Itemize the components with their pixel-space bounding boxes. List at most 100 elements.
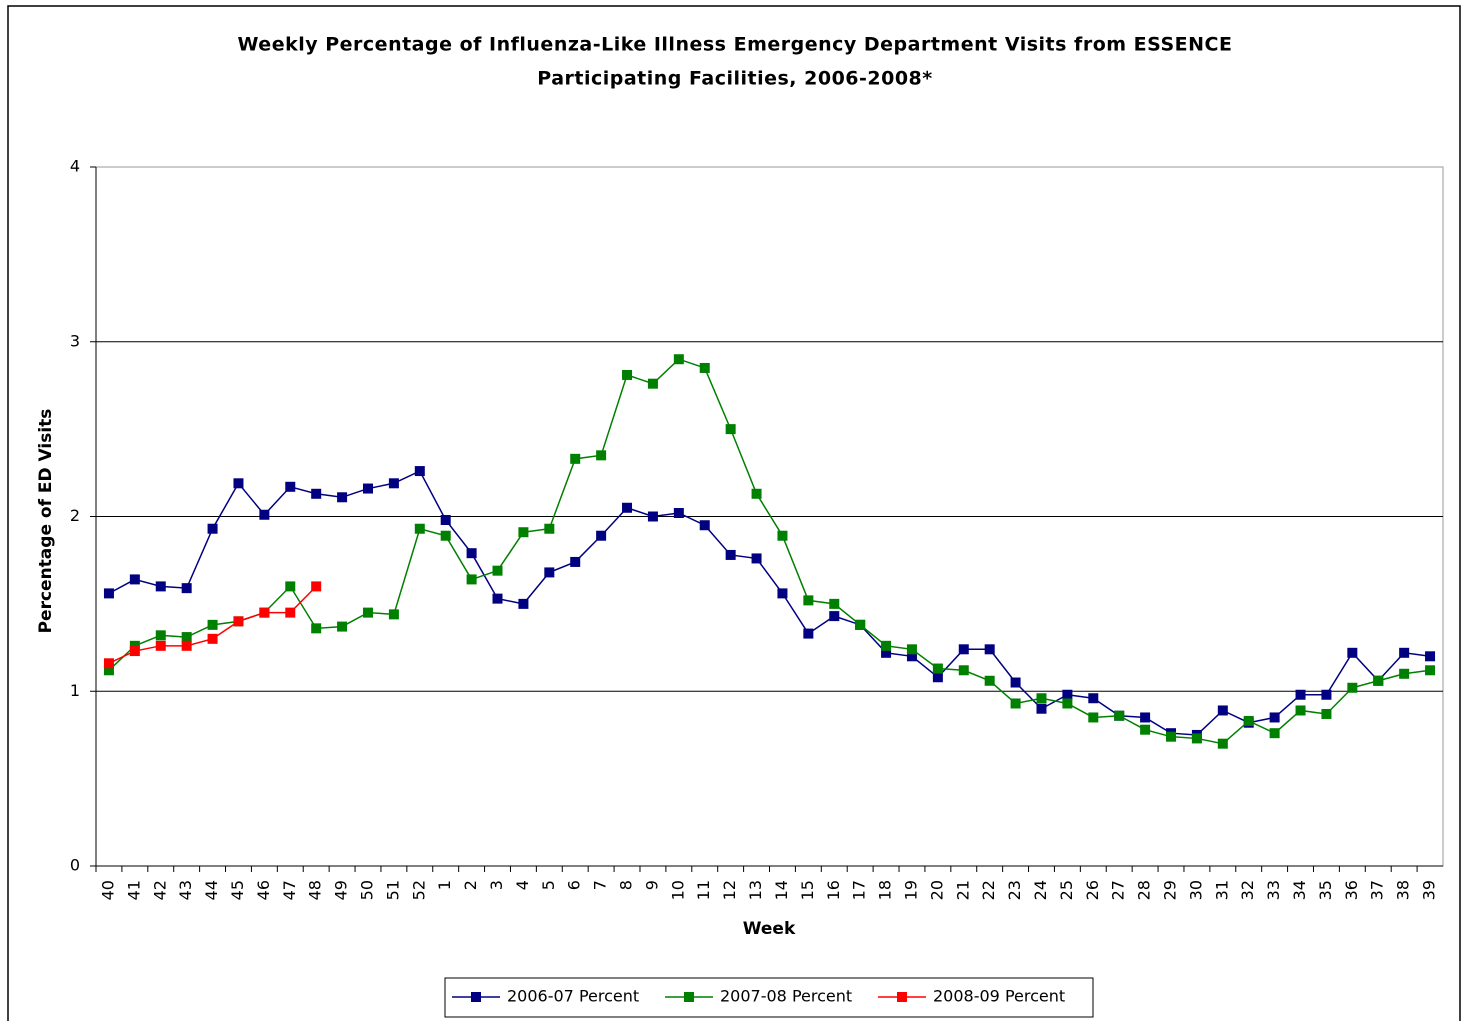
data-point	[958, 644, 969, 655]
data-point	[1373, 675, 1384, 686]
data-point	[492, 593, 503, 604]
data-point	[803, 628, 814, 639]
data-point	[855, 619, 866, 630]
y-tick-label: 3	[70, 331, 80, 350]
data-point	[207, 633, 218, 644]
legend-label: 2006-07 Percent	[507, 987, 639, 1006]
y-tick-label: 1	[70, 681, 80, 700]
legend-marker	[471, 992, 481, 1002]
x-tick-label: 17	[850, 880, 869, 900]
data-point	[881, 647, 892, 658]
x-tick-label: 40	[98, 880, 117, 900]
x-axis-label: Week	[743, 919, 796, 939]
data-point	[751, 488, 762, 499]
x-tick-label: 46	[254, 880, 273, 900]
x-tick-label: 34	[1290, 880, 1309, 900]
chart-title: Weekly Percentage of Influenza-Like Illn…	[238, 34, 1233, 56]
data-point	[1425, 651, 1436, 662]
data-point	[699, 520, 710, 531]
data-point	[984, 675, 995, 686]
data-point	[958, 665, 969, 676]
data-point	[362, 483, 373, 494]
data-point	[285, 481, 296, 492]
y-tick-label: 4	[70, 157, 80, 176]
x-tick-label: 24	[1031, 880, 1050, 900]
data-point	[259, 509, 270, 520]
data-point	[388, 478, 399, 489]
data-point	[570, 556, 581, 567]
data-point	[103, 588, 114, 599]
chart-title: Participating Facilities, 2006-2008*	[537, 68, 932, 90]
x-tick-label: 36	[1342, 880, 1361, 900]
data-point	[492, 565, 503, 576]
data-point	[285, 607, 296, 618]
y-axis-label: Percentage of ED Visits	[36, 409, 56, 634]
data-point	[362, 607, 373, 618]
data-point	[1088, 693, 1099, 704]
data-point	[1217, 738, 1228, 749]
data-point	[647, 511, 658, 522]
data-point	[285, 581, 296, 592]
data-point	[1347, 682, 1358, 693]
data-point	[1114, 710, 1125, 721]
legend	[444, 977, 1094, 1018]
x-tick-label: 11	[694, 880, 713, 900]
data-point	[1321, 708, 1332, 719]
series-line	[108, 470, 1431, 736]
data-point	[1269, 728, 1280, 739]
data-point	[103, 665, 114, 676]
data-point	[1399, 647, 1410, 658]
x-tick-label: 48	[306, 880, 325, 900]
x-tick-label: 39	[1420, 880, 1439, 900]
data-point	[414, 466, 425, 477]
data-point	[259, 607, 270, 618]
data-point	[1062, 698, 1073, 709]
data-point	[1166, 731, 1177, 742]
x-tick-label: 21	[953, 880, 972, 900]
data-point	[129, 646, 140, 657]
x-tick-label: 37	[1368, 880, 1387, 900]
x-tick-label: 35	[1316, 880, 1335, 900]
x-tick-label: 28	[1135, 880, 1154, 900]
x-tick-label: 1	[435, 880, 454, 890]
data-point	[906, 644, 917, 655]
x-tick-label: 15	[798, 880, 817, 900]
x-tick-label: 30	[1186, 880, 1205, 900]
data-point	[1036, 693, 1047, 704]
data-point	[337, 621, 348, 632]
data-point	[1036, 703, 1047, 714]
x-tick-label: 5	[539, 880, 558, 890]
data-point	[622, 502, 633, 513]
data-point	[1347, 647, 1358, 658]
data-point	[725, 424, 736, 435]
x-tick-label: 33	[1264, 880, 1283, 900]
x-tick-label: 23	[1005, 880, 1024, 900]
data-point	[129, 640, 140, 651]
data-point	[1399, 668, 1410, 679]
data-point	[518, 598, 529, 609]
x-tick-label: 27	[1109, 880, 1128, 900]
x-tick-label: 43	[176, 880, 195, 900]
legend-marker	[684, 992, 694, 1002]
data-point	[596, 530, 607, 541]
x-tick-label: 7	[591, 880, 610, 890]
data-point	[311, 623, 322, 634]
x-tick-label: 41	[124, 880, 143, 900]
data-point	[932, 672, 943, 683]
data-point	[984, 644, 995, 655]
x-tick-label: 4	[513, 880, 532, 890]
x-tick-label: 49	[332, 880, 351, 900]
data-point	[596, 450, 607, 461]
data-point	[1010, 677, 1021, 688]
data-point	[1321, 689, 1332, 700]
legend-label: 2007-08 Percent	[720, 987, 852, 1006]
x-tick-label: 9	[642, 880, 661, 890]
data-point	[932, 663, 943, 674]
x-tick-label: 22	[979, 880, 998, 900]
data-point	[440, 514, 451, 525]
data-point	[181, 583, 192, 594]
data-point	[777, 530, 788, 541]
data-point	[1191, 733, 1202, 744]
y-tick-label: 0	[70, 856, 80, 875]
